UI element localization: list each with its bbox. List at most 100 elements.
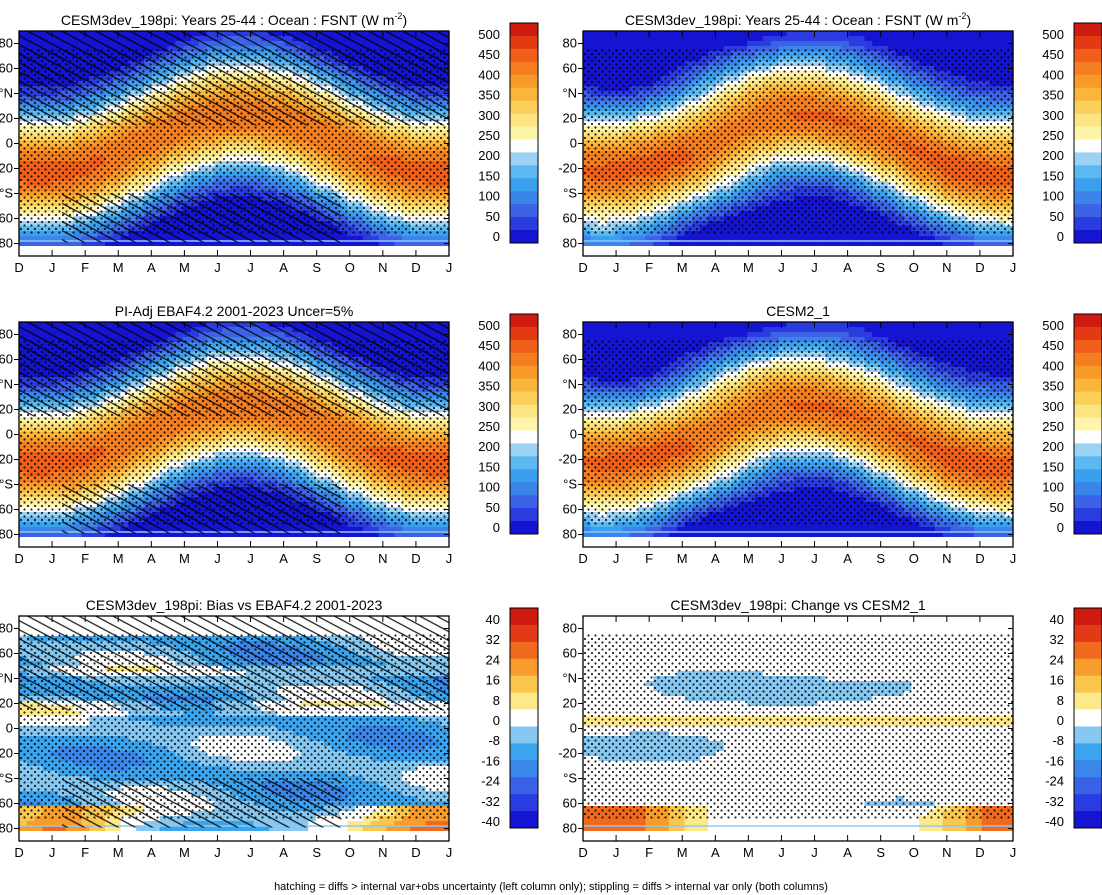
heatmap-cell [896, 41, 904, 47]
heatmap-cell [724, 36, 732, 42]
heatmap-cell [261, 246, 269, 252]
heatmap-cell [896, 246, 904, 252]
hatching-overlay [62, 193, 342, 243]
heatmap-cell [638, 41, 646, 47]
x-tick-label: A [147, 260, 156, 275]
heatmap-cell [222, 246, 230, 252]
heatmap-cell [724, 31, 732, 37]
heatmap-cell [591, 31, 599, 37]
heatmap-cell [794, 241, 802, 247]
colorbar-swatch [510, 75, 538, 88]
x-tick-label: N [378, 260, 387, 275]
heatmap-cell [716, 246, 724, 252]
heatmap-cell [35, 246, 43, 252]
colorbar-label: 400 [478, 67, 500, 82]
colorbar-swatch [510, 23, 538, 36]
heatmap-cell [997, 31, 1005, 37]
heatmap-cell [802, 41, 810, 47]
heatmap-cell [950, 246, 958, 252]
heatmap-cell [935, 31, 943, 37]
heatmap-cell [66, 246, 74, 252]
heatmap-cell [622, 246, 630, 252]
heatmap-cell [958, 31, 966, 37]
heatmap-cell [692, 36, 700, 42]
heatmap-cell [888, 41, 896, 47]
heatmap-cell [300, 246, 308, 252]
colorbar-label: 300 [478, 108, 500, 123]
heatmap-cell [763, 31, 771, 37]
colorbar-swatch [510, 62, 538, 75]
heatmap-cell [755, 246, 763, 252]
heatmap-cell [35, 241, 43, 247]
heatmap-cell [739, 41, 747, 47]
heatmap-cell [386, 246, 394, 252]
heatmap-cell [747, 241, 755, 247]
heatmap-cell [347, 246, 355, 252]
heatmap-cell [935, 241, 943, 247]
heatmap-cell [355, 241, 363, 247]
heatmap-cell [638, 246, 646, 252]
heatmap-cell [794, 36, 802, 42]
colorbar-swatch [510, 49, 538, 62]
heatmap-cell [880, 241, 888, 247]
x-tick-label: F [81, 260, 89, 275]
heatmap-cell [661, 241, 669, 247]
heatmap-cell [614, 246, 622, 252]
heatmap-cell [739, 31, 747, 37]
colorbar-swatch [510, 101, 538, 114]
heatmap-cell [904, 36, 912, 42]
heatmap-cell [308, 246, 316, 252]
heatmap-cell [50, 246, 58, 252]
heatmap-cell [755, 241, 763, 247]
heatmap-cell [825, 41, 833, 47]
heatmap-cell [685, 36, 693, 42]
heatmap-cell [919, 31, 927, 37]
heatmap-cell [810, 246, 818, 252]
heatmap-cell [888, 31, 896, 37]
heatmap-cell [982, 241, 990, 247]
heatmap-cell [841, 41, 849, 47]
colorbar-swatch [510, 139, 538, 152]
colorbar-label: 200 [478, 148, 500, 163]
x-tick-label: J [446, 260, 453, 275]
colorbar-swatch [510, 204, 538, 217]
heatmap-cell [927, 36, 935, 42]
heatmap-cell [599, 246, 607, 252]
heatmap-cell [386, 241, 394, 247]
heatmap-cell [418, 246, 426, 252]
panel-1: CESM3dev_198pi: Years 25-44 : Ocean : FS… [0, 11, 452, 275]
heatmap-cell [872, 31, 880, 37]
y-tick-label: °N [0, 86, 13, 101]
heatmap-cell [614, 241, 622, 247]
heatmap-cell [433, 241, 441, 247]
heatmap-cell [669, 241, 677, 247]
heatmap-cell [638, 36, 646, 42]
heatmap-cell [716, 41, 724, 47]
heatmap-cell [622, 31, 630, 37]
x-tick-label: A [279, 260, 288, 275]
heatmap-cell [974, 241, 982, 247]
heatmap-cell [426, 246, 434, 252]
heatmap-cell [97, 246, 105, 252]
heatmap-cell [724, 246, 732, 252]
colorbar-swatch [510, 217, 538, 230]
x-tick-label: M [113, 260, 124, 275]
heatmap-cell [950, 36, 958, 42]
heatmap-cell [911, 31, 919, 37]
y-tick-label: 60 [0, 61, 13, 76]
heatmap-cell [888, 36, 896, 42]
heatmap-cell [849, 241, 857, 247]
heatmap-cell [911, 41, 919, 47]
heatmap-cell [653, 41, 661, 47]
heatmap-cell [708, 241, 716, 247]
heatmap-cell [904, 41, 912, 47]
heatmap-cell [661, 246, 669, 252]
heatmap-cell [74, 246, 82, 252]
heatmap-cell [277, 246, 285, 252]
heatmap-cell [677, 246, 685, 252]
heatmap-cell [997, 41, 1005, 47]
heatmap-cell [794, 246, 802, 252]
y-tick-label: 80 [0, 236, 13, 251]
heatmap-cell [982, 31, 990, 37]
